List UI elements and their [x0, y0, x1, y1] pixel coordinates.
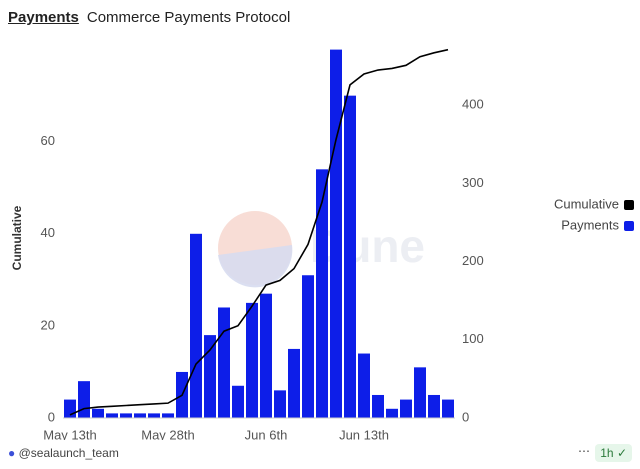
bar [442, 399, 454, 418]
bar [302, 275, 314, 418]
y-tick-label: 40 [41, 225, 55, 240]
bar [218, 307, 230, 418]
bar [260, 293, 272, 418]
menu[interactable]: ⋯ [578, 444, 590, 458]
bar [414, 367, 426, 418]
bar [190, 233, 202, 418]
x-tick-label: May 13th [43, 427, 96, 440]
bar [330, 49, 342, 418]
bar [428, 394, 440, 418]
y2-tick-label: 200 [462, 253, 484, 268]
bar [372, 394, 384, 418]
line [69, 48, 449, 416]
watermark-text: Dune [310, 220, 425, 272]
footer: ● @sealaunch_team ⋯ 1h ✓ [8, 444, 632, 462]
y2-tick-label: 100 [462, 331, 484, 346]
y-tick-label: 20 [41, 317, 55, 332]
legend-swatch [624, 200, 634, 210]
bar [78, 381, 90, 418]
bar [274, 390, 286, 418]
bar [92, 408, 104, 418]
header: Payments Commerce Payments Protocol [8, 9, 290, 26]
refresh: 1h [600, 446, 614, 460]
x-tick-label: Jun 6th [245, 427, 288, 440]
y-tick-label: 0 [48, 409, 55, 424]
title[interactable]: Payments [8, 9, 79, 26]
bar [106, 413, 118, 418]
legend-label: Payments [561, 217, 619, 232]
y-tick-label: 60 [41, 133, 55, 148]
bar [386, 408, 398, 418]
bar [120, 413, 132, 418]
bar [162, 413, 174, 418]
y2-tick-label: 300 [462, 175, 484, 190]
bar [288, 348, 300, 418]
bar [344, 95, 356, 418]
legend-swatch [624, 221, 634, 231]
bar [246, 302, 258, 418]
bar [148, 413, 160, 418]
x-tick-label: Jun 13th [339, 427, 389, 440]
bar [64, 399, 76, 418]
bar [232, 385, 244, 418]
legend-label: Cumulative [554, 196, 619, 211]
bar [358, 353, 370, 418]
x-tick-label: May 28th [141, 427, 194, 440]
y2-tick-label: 400 [462, 97, 484, 112]
author-icon: ● [8, 446, 16, 460]
subtitle: Commerce Payments Protocol [86, 9, 291, 26]
refresh-badge[interactable]: 1h ✓ [595, 444, 632, 462]
bar [204, 335, 216, 418]
watermark-logo [218, 245, 293, 288]
y2-tick-label: 0 [462, 409, 469, 424]
author[interactable]: @sealaunch_team [18, 446, 119, 460]
bar [134, 413, 146, 418]
chart: Dune Cumulative 0 20 40 60 0 100 200 300 400 May … [10, 48, 634, 440]
bar [400, 399, 412, 418]
bar [316, 169, 328, 418]
y-axis-label: Cumulative [10, 205, 24, 270]
